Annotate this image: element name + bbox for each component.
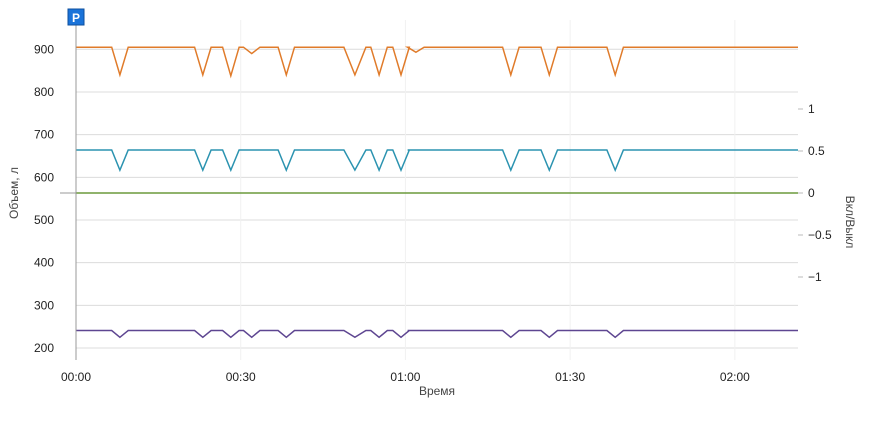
y2-tick-label: 0: [808, 186, 815, 200]
x-tick-label: 01:30: [555, 370, 585, 384]
series-teal: [76, 149, 798, 173]
y2-tick-label: −1: [808, 270, 822, 284]
y-tick-label: 400: [34, 256, 54, 270]
x-axis-label: Время: [419, 384, 455, 398]
series-orange: [76, 46, 798, 79]
y-tick-label: 200: [34, 341, 54, 355]
y-tick-label: 500: [34, 213, 54, 227]
y2-axis-label: Вкл/Выкл: [843, 196, 857, 249]
x-tick-label: 00:00: [61, 370, 91, 384]
p-marker[interactable]: P: [67, 8, 85, 26]
y-tick-label: 800: [34, 85, 54, 99]
y2-tick-label: 0.5: [808, 144, 825, 158]
series-purple: [76, 329, 798, 339]
y-tick-label: 600: [34, 170, 54, 184]
y-tick-label: 900: [34, 42, 54, 56]
y-axis-label: Объем, л: [7, 167, 21, 219]
x-tick-label: 00:30: [226, 370, 256, 384]
x-tick-label: 02:00: [720, 370, 750, 384]
y-tick-label: 700: [34, 128, 54, 142]
x-tick-label: 01:00: [390, 370, 420, 384]
p-marker-label: P: [72, 11, 80, 25]
y2-tick-label: −0.5: [808, 228, 832, 242]
y2-tick-label: 1: [808, 102, 815, 116]
y-tick-label: 300: [34, 298, 54, 312]
